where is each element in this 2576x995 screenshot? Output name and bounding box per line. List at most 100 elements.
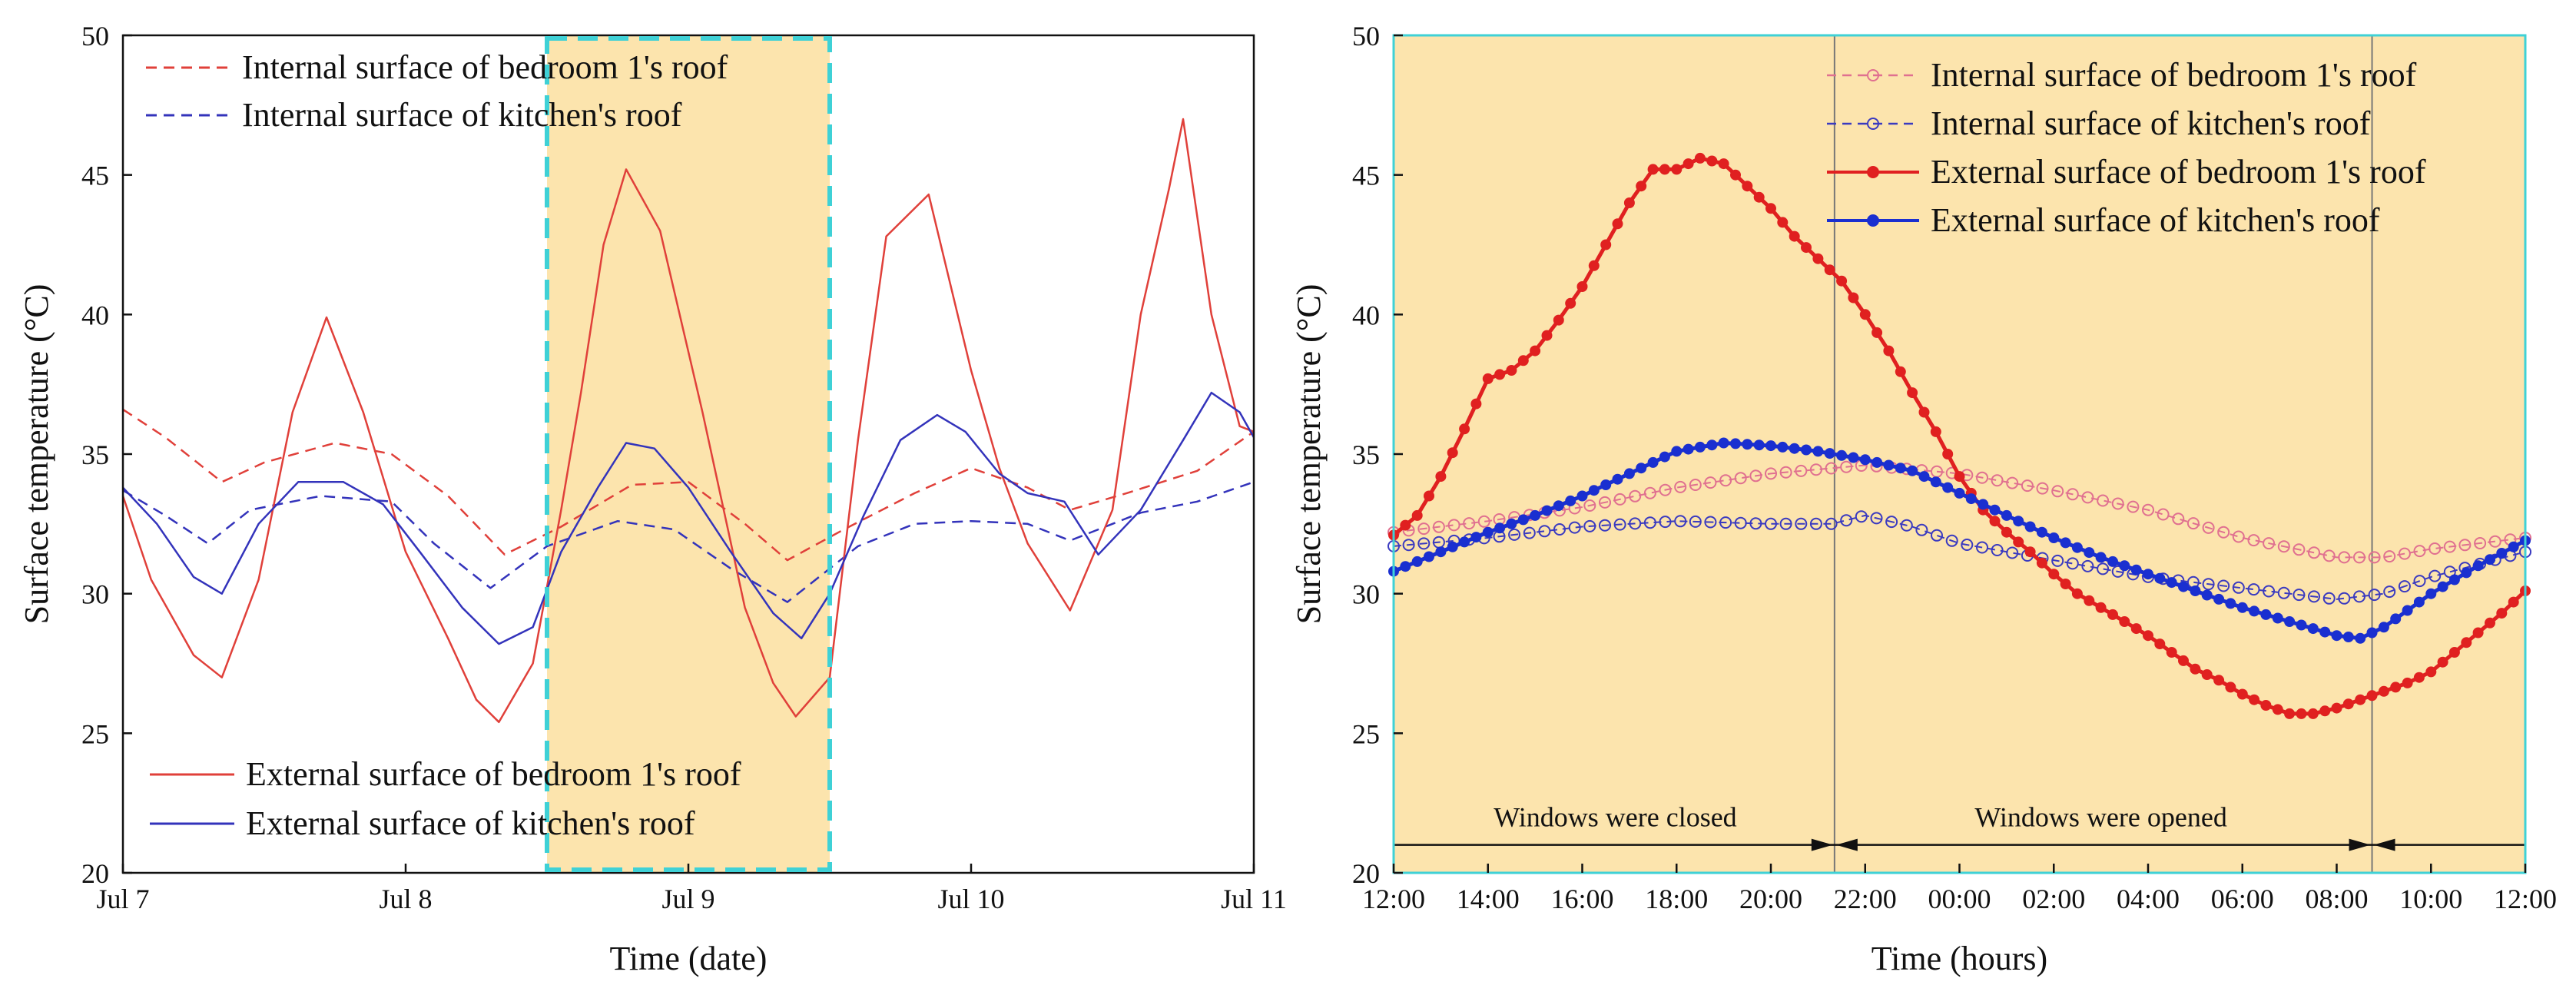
right-series-marker-4 [1565, 495, 1576, 506]
right-series-marker-4 [1942, 482, 1954, 493]
right-series-marker-3 [2249, 694, 2260, 705]
right-y-tick-label: 35 [1352, 439, 1380, 470]
right-series-marker-4 [2307, 623, 2319, 635]
right-series-marker-4 [1494, 522, 1506, 534]
right-series-marker-2 [2368, 589, 2381, 602]
left-legend-label-3: External surface of bedroom 1's roof [246, 755, 741, 793]
right-series-marker-3 [2496, 608, 2508, 619]
right-series-marker-3 [2485, 617, 2495, 629]
right-series-marker-1 [2202, 521, 2215, 534]
right-series-marker-2 [2383, 585, 2396, 599]
right-series-marker-4 [2143, 569, 2153, 580]
right-series-marker-1 [1809, 463, 1822, 476]
right-x-tick-label: 16:00 [1550, 884, 1613, 914]
right-series-marker-3 [2190, 663, 2201, 675]
right-series-marker-4 [2084, 547, 2095, 559]
right-series-marker-4 [1883, 459, 1895, 471]
right-series-marker-3 [1400, 519, 1411, 531]
right-series-marker-4 [2119, 560, 2130, 572]
right-series-marker-4 [1424, 551, 1434, 562]
right-series-marker-3 [2296, 708, 2307, 719]
right-series-marker-4 [1989, 504, 2001, 516]
right-x-tick-label: 04:00 [2117, 884, 2180, 914]
right-x-tick-label: 00:00 [1928, 884, 1991, 914]
right-series-marker-4 [2413, 596, 2425, 608]
right-series-marker-4 [2236, 602, 2248, 613]
right-series-marker-4 [2296, 619, 2307, 631]
right-series-marker-3 [2178, 655, 2189, 666]
right-series-marker-1 [2232, 530, 2245, 543]
right-y-tick-label: 50 [1352, 21, 1380, 51]
right-y-tick-label: 25 [1352, 718, 1380, 749]
right-legend-marker-2 [1867, 118, 1879, 130]
right-series-marker-3 [2307, 708, 2319, 719]
right-series-marker-3 [2342, 698, 2354, 710]
right-series-marker-1 [2458, 539, 2472, 552]
right-series-marker-2 [1629, 517, 1642, 530]
right-series-marker-3 [1789, 231, 1800, 242]
left-x-tick-label: Jul 10 [937, 884, 1004, 914]
right-series-marker-1 [2186, 517, 2200, 530]
left-y-tick-label: 30 [81, 579, 109, 610]
right-series-marker-3 [2472, 627, 2484, 638]
right-series-marker-3 [2071, 588, 2083, 599]
right-x-tick-label: 10:00 [2399, 884, 2462, 914]
right-series-marker-1 [2338, 551, 2351, 564]
right-series-marker-4 [1954, 487, 1965, 499]
right-series-marker-2 [2097, 562, 2110, 575]
right-series-marker-2 [1991, 544, 2004, 556]
right-series-marker-2 [2217, 579, 2230, 592]
right-period-arrows [1394, 838, 2525, 851]
right-series-marker-1 [2066, 488, 2079, 501]
right-series-marker-3 [1612, 218, 1623, 230]
right-series-marker-4 [2001, 509, 2012, 521]
right-series-marker-1 [2428, 542, 2442, 555]
right-series-marker-2 [2338, 592, 2351, 605]
right-series-marker-3 [1718, 158, 1729, 170]
right-series-marker-1 [1432, 520, 1445, 533]
right-series-marker-4 [2378, 622, 2389, 633]
right-x-tick-label: 02:00 [2022, 884, 2085, 914]
right-series-marker-4 [2342, 632, 2354, 642]
right-series-marker-3 [2366, 690, 2378, 701]
right-series-marker-1 [2353, 551, 2365, 564]
right-x-tick-label: 12:00 [1362, 884, 1425, 914]
right-series-marker-3 [1506, 365, 1517, 376]
right-series-marker-3 [1447, 447, 1458, 459]
right-series-marker-3 [1576, 281, 1588, 292]
right-series-marker-3 [1989, 516, 2001, 527]
right-series-marker-1 [2383, 550, 2396, 563]
left-series-line-3 [121, 118, 1255, 724]
right-legend-marker-1 [1867, 69, 1879, 81]
right-series-marker-4 [2071, 542, 2083, 553]
right-series-marker-2 [1749, 517, 1762, 530]
right-series-marker-4 [2472, 560, 2484, 572]
right-series-marker-1 [2157, 508, 2170, 521]
right-series-marker-3 [1753, 191, 1765, 203]
right-series-marker-3 [2119, 616, 2130, 627]
right-series-marker-3 [1883, 345, 1895, 357]
right-series-marker-4 [1588, 485, 1600, 496]
right-series-marker-1 [1613, 493, 1626, 506]
right-y-axis-title: Surface temperature (°C) [1290, 284, 1328, 625]
right-series-marker-2 [1915, 523, 1928, 536]
right-series-marker-1 [1795, 464, 1808, 477]
right-series-marker-4 [2013, 516, 2024, 527]
right-series-marker-4 [2048, 532, 2060, 543]
right-axis-ticks: 12:00 14:00 16:00 18:00 20:00 22:00 00:00 02:00… [1352, 21, 2557, 914]
right-series-marker-3 [1647, 164, 1659, 175]
right-series-marker-4 [1918, 471, 1930, 483]
right-series-marker-2 [2111, 565, 2124, 578]
right-x-tick-label: 08:00 [2305, 884, 2368, 914]
right-series-marker-4 [1777, 441, 1789, 453]
left-y-tick-label: 35 [81, 439, 109, 470]
right-legend-marker-4 [1867, 214, 1879, 227]
left-y-axis-title: Surface temperature (°C) [18, 284, 55, 625]
right-series-marker-3 [2201, 669, 2213, 680]
right-series-marker-2 [1523, 526, 1536, 539]
right-series-marker-4 [2485, 554, 2495, 565]
right-series-marker-3 [1730, 169, 1741, 181]
right-series-marker-4 [1600, 479, 1612, 490]
annotation-windows-closed: Windows were closed [1494, 801, 1736, 832]
left-axis-ticks: Jul 7 Jul 8 Jul 9 Jul 10 Jul 11 20 25 30 35 40 45 5… [81, 21, 1287, 914]
